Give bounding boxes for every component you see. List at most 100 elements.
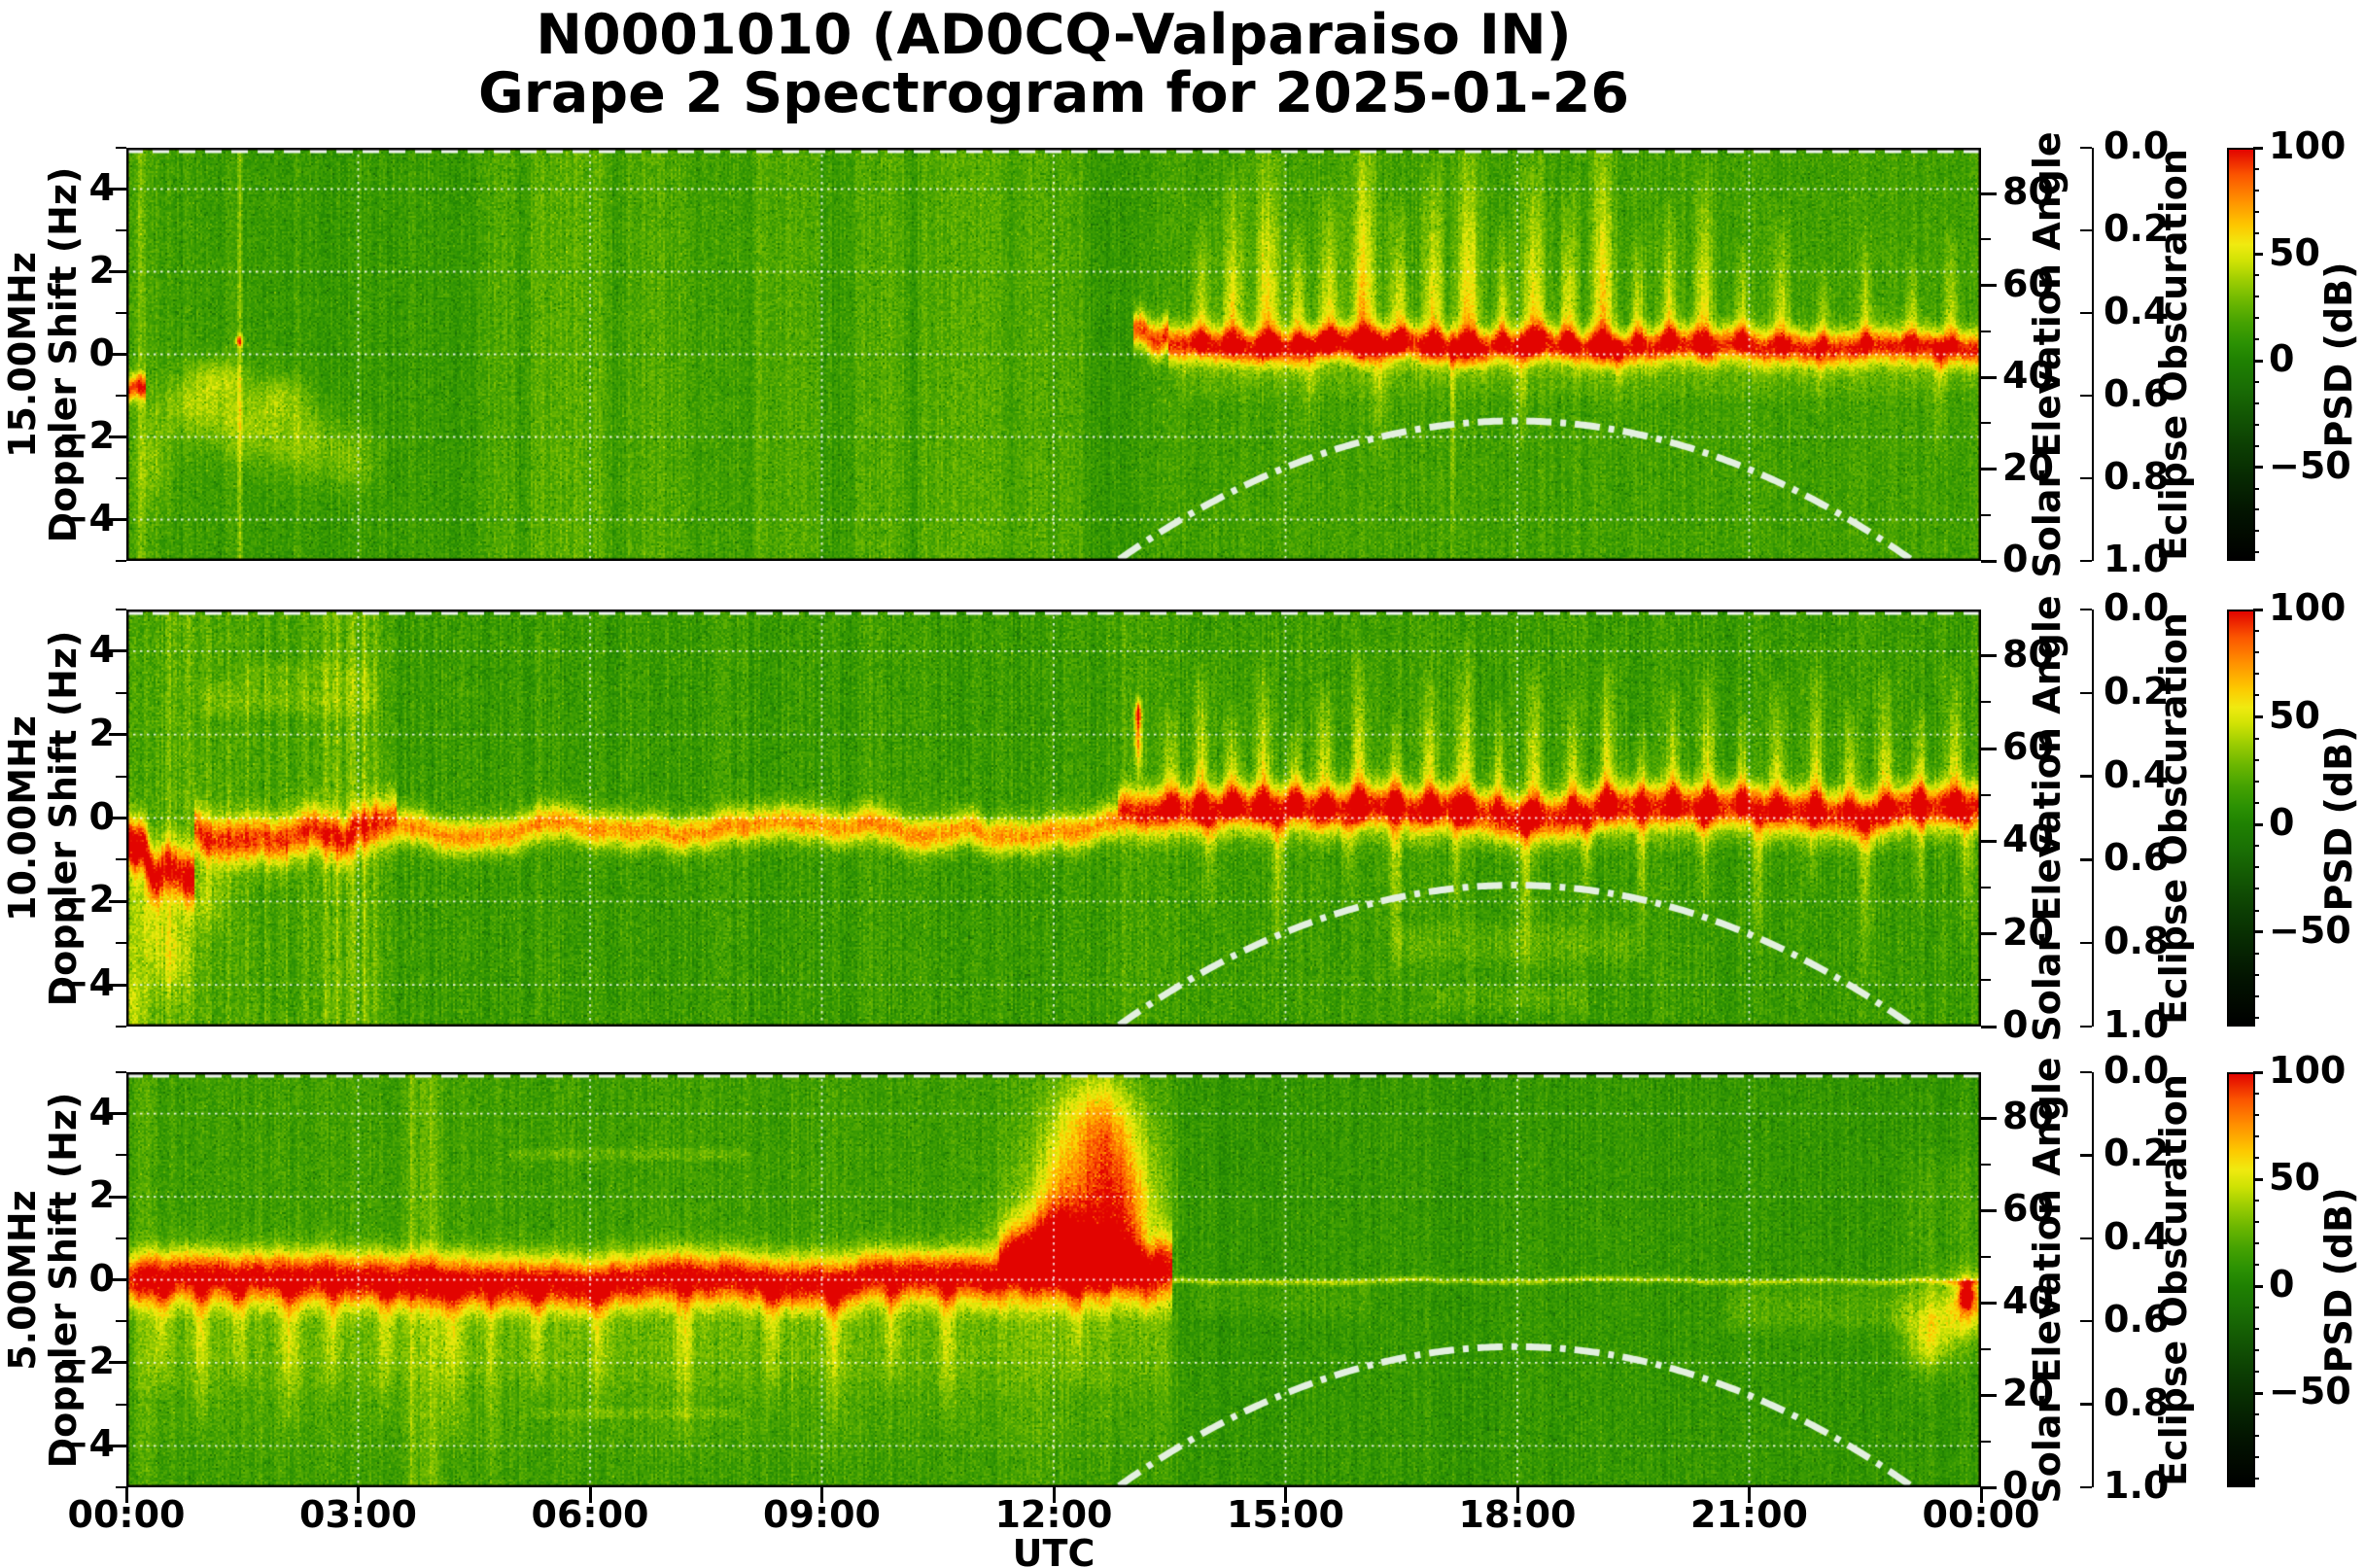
title-line-2: Grape 2 Spectrogram for 2025-01-26 xyxy=(477,61,1630,125)
eclipse-tick xyxy=(2080,1025,2092,1028)
eclipse-tick-label: 1.0 xyxy=(2104,538,2170,580)
solar-tick-minor xyxy=(1981,1163,1991,1166)
eclipse-tick-label: 0.2 xyxy=(2104,669,2170,713)
solar-tick-label: 40 xyxy=(2002,1279,2054,1323)
y-tick-major xyxy=(109,899,126,903)
y-tick-label: −2 xyxy=(57,1339,115,1382)
colorbar-tick-minor xyxy=(2253,1456,2259,1459)
solar-tick-major xyxy=(1981,1301,1997,1305)
colorbar-tick-major xyxy=(2253,1177,2263,1181)
colorbar-tick-label: 100 xyxy=(2269,586,2347,629)
solar-tick-major xyxy=(1981,1485,1997,1489)
y-tick-label: 2 xyxy=(88,711,115,754)
solar-tick-minor xyxy=(1981,238,1991,241)
solar-tick-minor xyxy=(1981,701,1991,704)
y-tick-major xyxy=(109,188,126,191)
colorbar-tick-minor xyxy=(2253,888,2259,890)
colorbar-tick-major xyxy=(2253,359,2263,363)
psd-colorbar xyxy=(2227,1072,2255,1487)
colorbar-tick-minor xyxy=(2253,1200,2259,1202)
colorbar-tick-minor xyxy=(2253,1157,2259,1160)
y-tick-label: −2 xyxy=(57,413,115,457)
eclipse-tick-label: 0.8 xyxy=(2104,920,2170,963)
y-tick-major xyxy=(109,649,126,653)
eclipse-tick-label: 0.4 xyxy=(2104,1214,2170,1258)
colorbar-tick-minor xyxy=(2253,802,2259,805)
spectrogram-panel-10mhz xyxy=(126,610,1981,1027)
y-tick-major xyxy=(109,353,126,356)
colorbar-tick-minor xyxy=(2253,995,2259,998)
eclipse-tick xyxy=(2080,1237,2092,1240)
y-tick-label: −4 xyxy=(57,1422,115,1466)
solar-tick-major xyxy=(1981,192,1997,195)
solar-tick-major xyxy=(1981,1393,1997,1397)
colorbar-tick-minor xyxy=(2253,1307,2259,1309)
colorbar-tick-minor xyxy=(2253,530,2259,533)
eclipse-tick-label: 0.6 xyxy=(2104,372,2170,415)
x-tick-major xyxy=(820,1487,823,1503)
colorbar-tick-minor xyxy=(2253,1478,2259,1481)
eclipse-tick-label: 0.0 xyxy=(2104,1049,2170,1092)
solar-tick-label: 60 xyxy=(2002,261,2054,305)
solar-tick-major xyxy=(1981,559,1997,563)
eclipse-tick xyxy=(2080,1070,2092,1074)
colorbar-tick-major xyxy=(2253,253,2263,257)
y-tick-major xyxy=(109,1361,126,1365)
y-tick-label: 0 xyxy=(88,1256,115,1300)
colorbar-label: PSD (dB) xyxy=(2317,1187,2360,1373)
y-tick-label: −4 xyxy=(57,496,115,540)
solar-tick-major xyxy=(1981,932,1997,936)
colorbar-tick-minor xyxy=(2253,231,2259,234)
colorbar-tick-major xyxy=(2253,930,2263,934)
colorbar-tick-minor xyxy=(2253,444,2259,447)
solar-tick-label: 80 xyxy=(2002,632,2054,676)
solar-tick-major xyxy=(1981,284,1997,288)
solar-tick-minor xyxy=(1981,1440,1991,1443)
y-tick-label: 0 xyxy=(88,794,115,838)
y-axis-label: 5.00MHz Doppler Shift (Hz) xyxy=(1,1092,85,1468)
x-tick-major xyxy=(124,1487,128,1503)
eclipse-tick-label: 0.0 xyxy=(2104,586,2170,629)
y-tick-major xyxy=(109,436,126,438)
x-tick-label: 18:00 xyxy=(1458,1493,1577,1536)
solar-tick-label: 60 xyxy=(2002,725,2054,768)
solar-tick-label: 20 xyxy=(2002,1372,2054,1415)
solar-axis-label: Solar Elevation Angle xyxy=(2026,594,2069,1042)
y-tick-minor xyxy=(116,691,126,694)
eclipse-tick-label: 1.0 xyxy=(2104,1464,2170,1507)
solar-tick-major xyxy=(1981,654,1997,658)
colorbar-tick-minor xyxy=(2253,423,2259,426)
x-tick-label: 06:00 xyxy=(531,1493,649,1536)
eclipse-tick xyxy=(2080,1485,2092,1489)
x-tick-label: 00:00 xyxy=(1922,1493,2040,1536)
colorbar-tick-minor xyxy=(2253,1435,2259,1438)
colorbar-tick-minor xyxy=(2253,1114,2259,1117)
colorbar-tick-major xyxy=(2253,146,2263,150)
eclipse-axis-spine xyxy=(2092,1072,2094,1487)
solar-tick-label: 40 xyxy=(2002,354,2054,398)
y-tick-minor xyxy=(116,1071,126,1073)
solar-tick-label: 20 xyxy=(2002,445,2054,489)
y-tick-minor xyxy=(116,858,126,861)
eclipse-tick-label: 0.4 xyxy=(2104,752,2170,796)
eclipse-tick-label: 0.0 xyxy=(2104,124,2170,167)
y-tick-major xyxy=(109,518,126,521)
x-tick-major xyxy=(1515,1487,1519,1503)
y-axis-freq: 10.00MHz xyxy=(1,714,44,922)
y-tick-label: 4 xyxy=(88,1090,115,1133)
eclipse-tick xyxy=(2080,228,2092,232)
y-axis-label: 10.00MHz Doppler Shift (Hz) xyxy=(1,630,85,1006)
y-axis-unit: Doppler Shift (Hz) xyxy=(42,630,85,1006)
solar-tick-minor xyxy=(1981,1255,1991,1258)
y-tick-minor xyxy=(116,775,126,778)
colorbar-tick-minor xyxy=(2253,1221,2259,1224)
y-axis-freq: 5.00MHz xyxy=(1,1189,44,1371)
y-tick-major xyxy=(109,1112,126,1116)
y-tick-minor xyxy=(116,477,126,479)
y-tick-major xyxy=(109,1195,126,1199)
y-tick-minor xyxy=(116,1403,126,1406)
eclipse-tick xyxy=(2080,476,2092,480)
eclipse-tick xyxy=(2080,311,2092,315)
colorbar-tick-minor xyxy=(2253,296,2259,298)
spectrogram-panel-15mhz xyxy=(126,148,1981,561)
